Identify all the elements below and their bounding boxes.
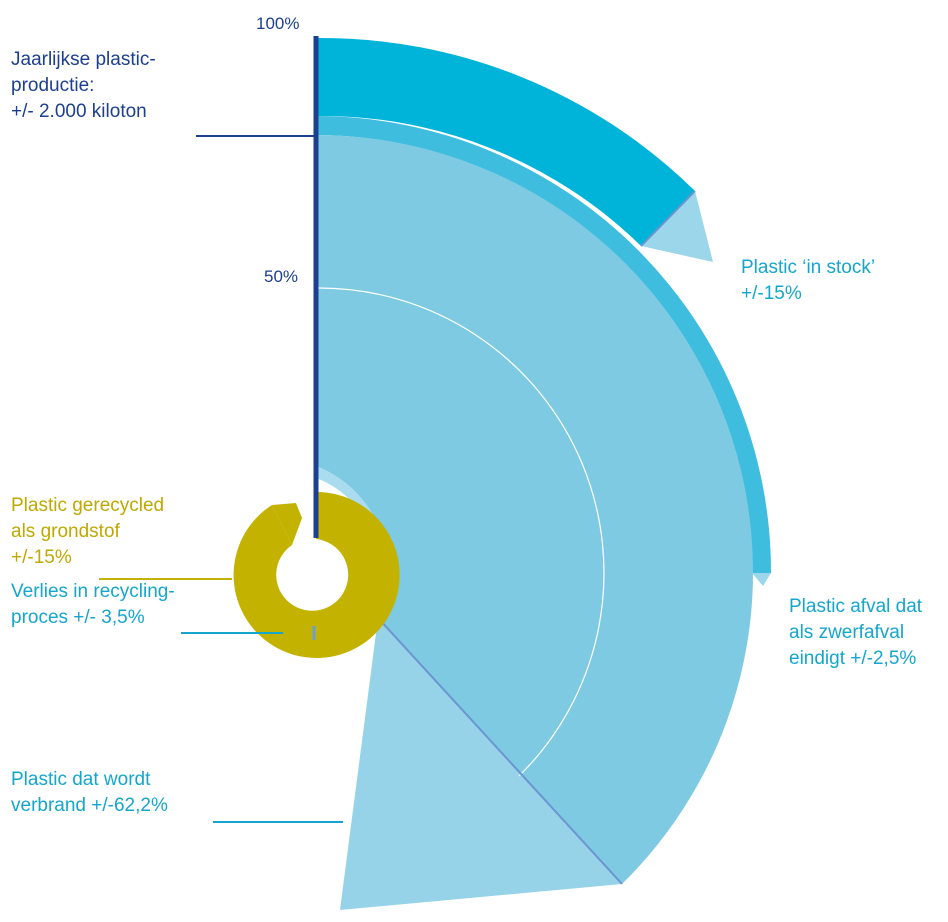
in-stock-label-line-2: +/-15% xyxy=(741,283,802,304)
production-label: Jaarlijkse plastic- productie: +/- 2.000… xyxy=(11,47,156,125)
litter-tip xyxy=(752,573,771,586)
in-stock-label-line-1: Plastic ‘in stock’ xyxy=(741,257,876,278)
recycled-donut xyxy=(233,491,400,658)
recycling-loss-label-line-2: proces +/- 3,5% xyxy=(11,607,145,628)
incineration-divider xyxy=(377,617,623,885)
in-stock-wedge xyxy=(641,191,713,262)
incineration-label-line-2: verbrand +/-62,2% xyxy=(11,795,168,816)
production-label-line-2: productie: xyxy=(11,75,95,96)
litter-label-line-2: als zwerfafval xyxy=(789,622,905,643)
litter-label-line-3: eindigt +/-2,5% xyxy=(789,648,917,669)
axis-label-50: 50% xyxy=(264,267,299,286)
incineration-wedge xyxy=(340,618,622,910)
production-label-line-1: Jaarlijkse plastic- xyxy=(11,49,156,70)
recycled-donut-notch xyxy=(272,503,302,545)
incineration-label-line-1: Plastic dat wordt xyxy=(11,769,151,790)
inner-arc-line xyxy=(315,287,605,777)
in-stock-band xyxy=(316,37,695,246)
recycled-label-line-2: als grondstof xyxy=(11,521,120,542)
waste-area xyxy=(316,135,754,884)
recycled-label: Plastic gerecycled als grondstof +/-15% xyxy=(11,493,164,571)
stock-divider xyxy=(640,190,696,247)
in-stock-label: Plastic ‘in stock’ +/-15% xyxy=(741,255,875,307)
axis-label-100: 100% xyxy=(256,14,300,33)
litter-label-line-1: Plastic afval dat xyxy=(789,596,923,617)
incineration-label: Plastic dat wordt verbrand +/-62,2% xyxy=(11,767,168,819)
production-label-line-3: +/- 2.000 kiloton xyxy=(11,101,147,122)
recycling-loss-label-line-1: Verlies in recycling- xyxy=(11,581,175,602)
recycled-label-line-1: Plastic gerecycled xyxy=(11,495,165,516)
recycled-label-line-3: +/-15% xyxy=(11,547,72,568)
litter-label: Plastic afval dat als zwerfafval eindigt… xyxy=(789,594,922,672)
recycling-loss-label: Verlies in recycling- proces +/- 3,5% xyxy=(11,579,175,631)
